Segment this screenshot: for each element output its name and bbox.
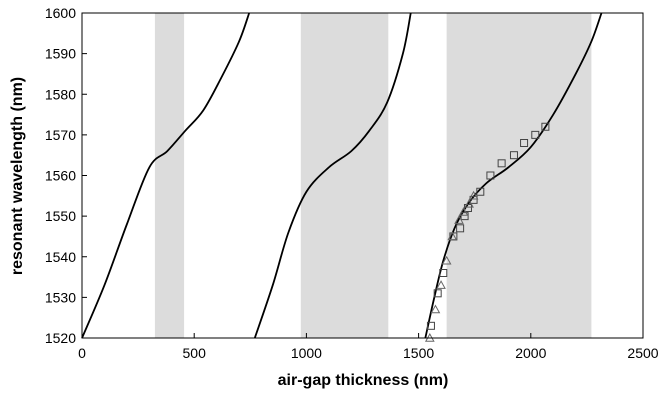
x-tick-label-3: 1500 [403,345,434,361]
square-marker-5 [456,224,465,233]
square-marker-10 [486,171,495,180]
triangle-marker-4 [441,255,452,265]
square-marker-11 [497,159,506,168]
y-tick-label-2: 1540 [45,249,76,265]
triangle-marker-3 [436,280,446,289]
square-marker-8 [469,195,478,204]
curve-1 [81,12,251,339]
square-marker-1 [426,321,435,330]
y-tick-label-6: 1580 [45,86,76,102]
square-marker-3 [439,269,448,277]
square-marker-15 [541,122,550,131]
x-tick-label-5: 2500 [627,345,658,361]
y-tick-label-5: 1570 [45,127,76,143]
x-tick-label-4: 2000 [515,345,546,361]
triangle-marker-7 [458,207,469,216]
square-marker-6 [460,212,469,221]
shaded-band-2 [300,13,389,338]
shaded-band-3 [446,13,592,338]
x-axis-ticks: 0 500 1000 1500 2000 2500 [78,333,658,361]
square-marker-12 [509,151,518,160]
measured-points [424,122,550,342]
triangle-marker-2 [430,304,441,314]
triangle-marker-8 [464,198,474,208]
y-axis-ticks: 1520 1530 1540 1550 1560 1570 1580 1590 1600 [45,5,87,346]
y-tick-label-0: 1520 [45,330,76,346]
shaded-bands [154,13,592,338]
y-tick-label-3: 1550 [45,208,76,224]
x-tick-label-2: 1000 [291,345,322,361]
triangle-marker-9 [468,190,479,200]
x-axis-title: air-gap thickness (nm) [278,372,449,389]
y-tick-label-4: 1560 [45,168,76,184]
square-marker-9 [476,187,485,196]
square-marker-13 [520,139,529,147]
y-tick-label-1: 1530 [45,289,76,305]
square-marker-14 [531,130,540,139]
square-marker-2 [433,289,442,298]
square-marker-7 [463,204,472,212]
curve-2 [253,12,412,339]
y-axis-title: resonant wavelength (nm) [9,77,26,275]
y-tick-label-8: 1600 [45,5,76,21]
y-tick-label-7: 1590 [45,46,76,62]
x-tick-label-1: 500 [183,345,207,361]
x-tick-label-0: 0 [78,345,86,361]
triangle-marker-6 [454,215,464,224]
shaded-band-1 [154,13,185,338]
triangle-marker-5 [447,231,458,241]
